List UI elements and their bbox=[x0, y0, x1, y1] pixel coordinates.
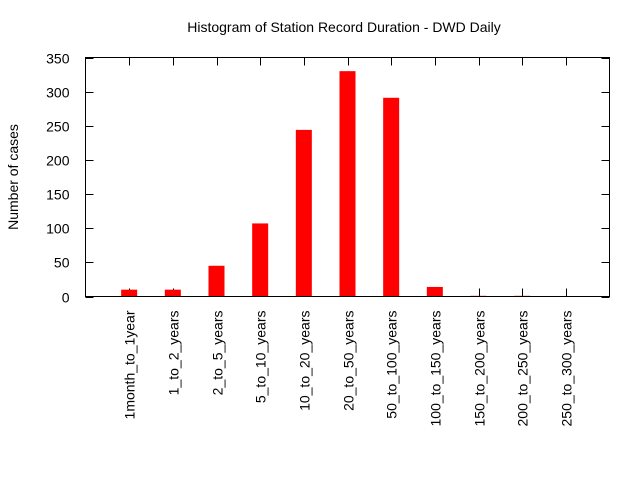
y-tick-label: 0 bbox=[62, 290, 70, 306]
y-tick-label: 100 bbox=[46, 221, 70, 237]
y-tick-label: 50 bbox=[54, 255, 70, 271]
x-tick-label: 200_to_250_years bbox=[515, 311, 531, 427]
y-tick-label: 300 bbox=[46, 85, 70, 101]
x-tick-label: 1month_to_1year bbox=[122, 310, 138, 419]
x-tick-label: 50_to_100_years bbox=[384, 311, 400, 419]
bar-1month_to_1year bbox=[121, 289, 138, 297]
bars bbox=[121, 71, 531, 297]
x-tick-label: 5_to_10_years bbox=[253, 311, 269, 404]
y-tick-label: 150 bbox=[46, 187, 70, 203]
x-tick-label: 100_to_150_years bbox=[428, 311, 444, 427]
x-tick-label: 20_to_50_years bbox=[341, 311, 357, 411]
bar-2_to_5_years bbox=[208, 265, 225, 297]
bar-1_to_2_years bbox=[164, 289, 181, 297]
y-axis-ticks: 0 50 100 150 200 250 300 350 bbox=[46, 51, 610, 306]
plot-frame bbox=[85, 57, 610, 297]
bar-10_to_20_years bbox=[295, 129, 312, 297]
bar-100_to_150_years bbox=[426, 286, 443, 297]
y-tick-label: 200 bbox=[46, 153, 70, 169]
x-axis-ticks: 1month_to_1year 1_to_2_years 2_to_5_years 5… bbox=[122, 57, 575, 427]
bar-20_to_50_years bbox=[339, 71, 356, 297]
bar-50_to_100_years bbox=[383, 97, 400, 297]
x-tick-label: 150_to_200_years bbox=[472, 311, 488, 427]
y-axis-label: Number of cases bbox=[5, 124, 21, 230]
x-tick-label: 10_to_20_years bbox=[297, 311, 313, 411]
y-tick-label: 250 bbox=[46, 119, 70, 135]
chart-title: Histogram of Station Record Duration - D… bbox=[187, 19, 501, 35]
x-tick-label: 1_to_2_years bbox=[166, 311, 182, 396]
x-tick-label: 250_to_300_years bbox=[559, 311, 575, 427]
y-tick-label: 350 bbox=[46, 51, 70, 67]
bar-5_to_10_years bbox=[252, 223, 269, 297]
x-tick-label: 2_to_5_years bbox=[210, 311, 226, 396]
